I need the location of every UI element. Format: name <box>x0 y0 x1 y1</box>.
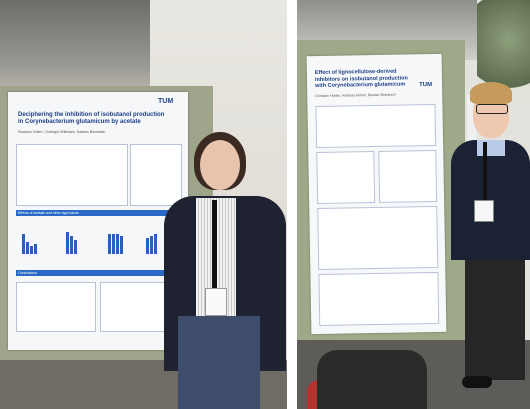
poster-chart-b <box>378 149 438 203</box>
lanyard <box>212 200 217 290</box>
poster-section-header-2: Conclusions <box>18 271 38 275</box>
bar-chart-4 <box>146 228 157 254</box>
backpacks <box>317 350 427 409</box>
tum-logo: TUM <box>419 82 433 89</box>
person-right-hair <box>470 82 512 104</box>
poster-left: TUM Deciphering the inhibition of isobut… <box>8 92 188 350</box>
glasses-icon <box>476 104 508 114</box>
name-badge <box>474 200 494 222</box>
poster-section-header: Effects of acetate and other byproducts <box>18 211 79 215</box>
poster-title: Deciphering the inhibition of isobutanol… <box>18 112 165 125</box>
poster-pathway <box>317 205 439 271</box>
poster-chart-a <box>316 151 376 205</box>
poster-authors: Susanne Vollert, Christoph Wittmann, Bas… <box>18 130 106 134</box>
person-right-pants <box>465 260 525 380</box>
lanyard <box>483 142 487 202</box>
poster-panel-a <box>16 282 96 332</box>
right-photo: TUM Effect of lignocellulose-derived inh… <box>297 0 530 409</box>
poster-section-band-2 <box>16 270 180 276</box>
bar-chart-3 <box>108 228 123 254</box>
bar-chart-1 <box>22 228 37 254</box>
shirt-collar <box>477 140 505 156</box>
poster-diagram <box>16 144 128 206</box>
left-photo: TUM Deciphering the inhibition of isobut… <box>0 0 287 409</box>
person-left-face <box>200 140 240 190</box>
bar-chart-2 <box>66 228 77 254</box>
photo-divider <box>287 0 297 409</box>
person-right-shoe <box>462 376 492 388</box>
poster-title: Effect of lignocellulose-derived inhibit… <box>314 68 408 90</box>
poster-figure <box>130 144 182 206</box>
poster-right: TUM Effect of lignocellulose-derived inh… <box>306 53 447 335</box>
tum-logo: TUM <box>158 98 174 105</box>
name-badge <box>205 288 227 316</box>
person-left-jeans <box>178 316 260 409</box>
poster-conclusions <box>318 271 440 327</box>
poster-section-band <box>16 210 180 216</box>
poster-authors: Christian Holder, Andreas Köhler, Bastia… <box>315 92 397 99</box>
poster-scheme <box>315 103 437 149</box>
